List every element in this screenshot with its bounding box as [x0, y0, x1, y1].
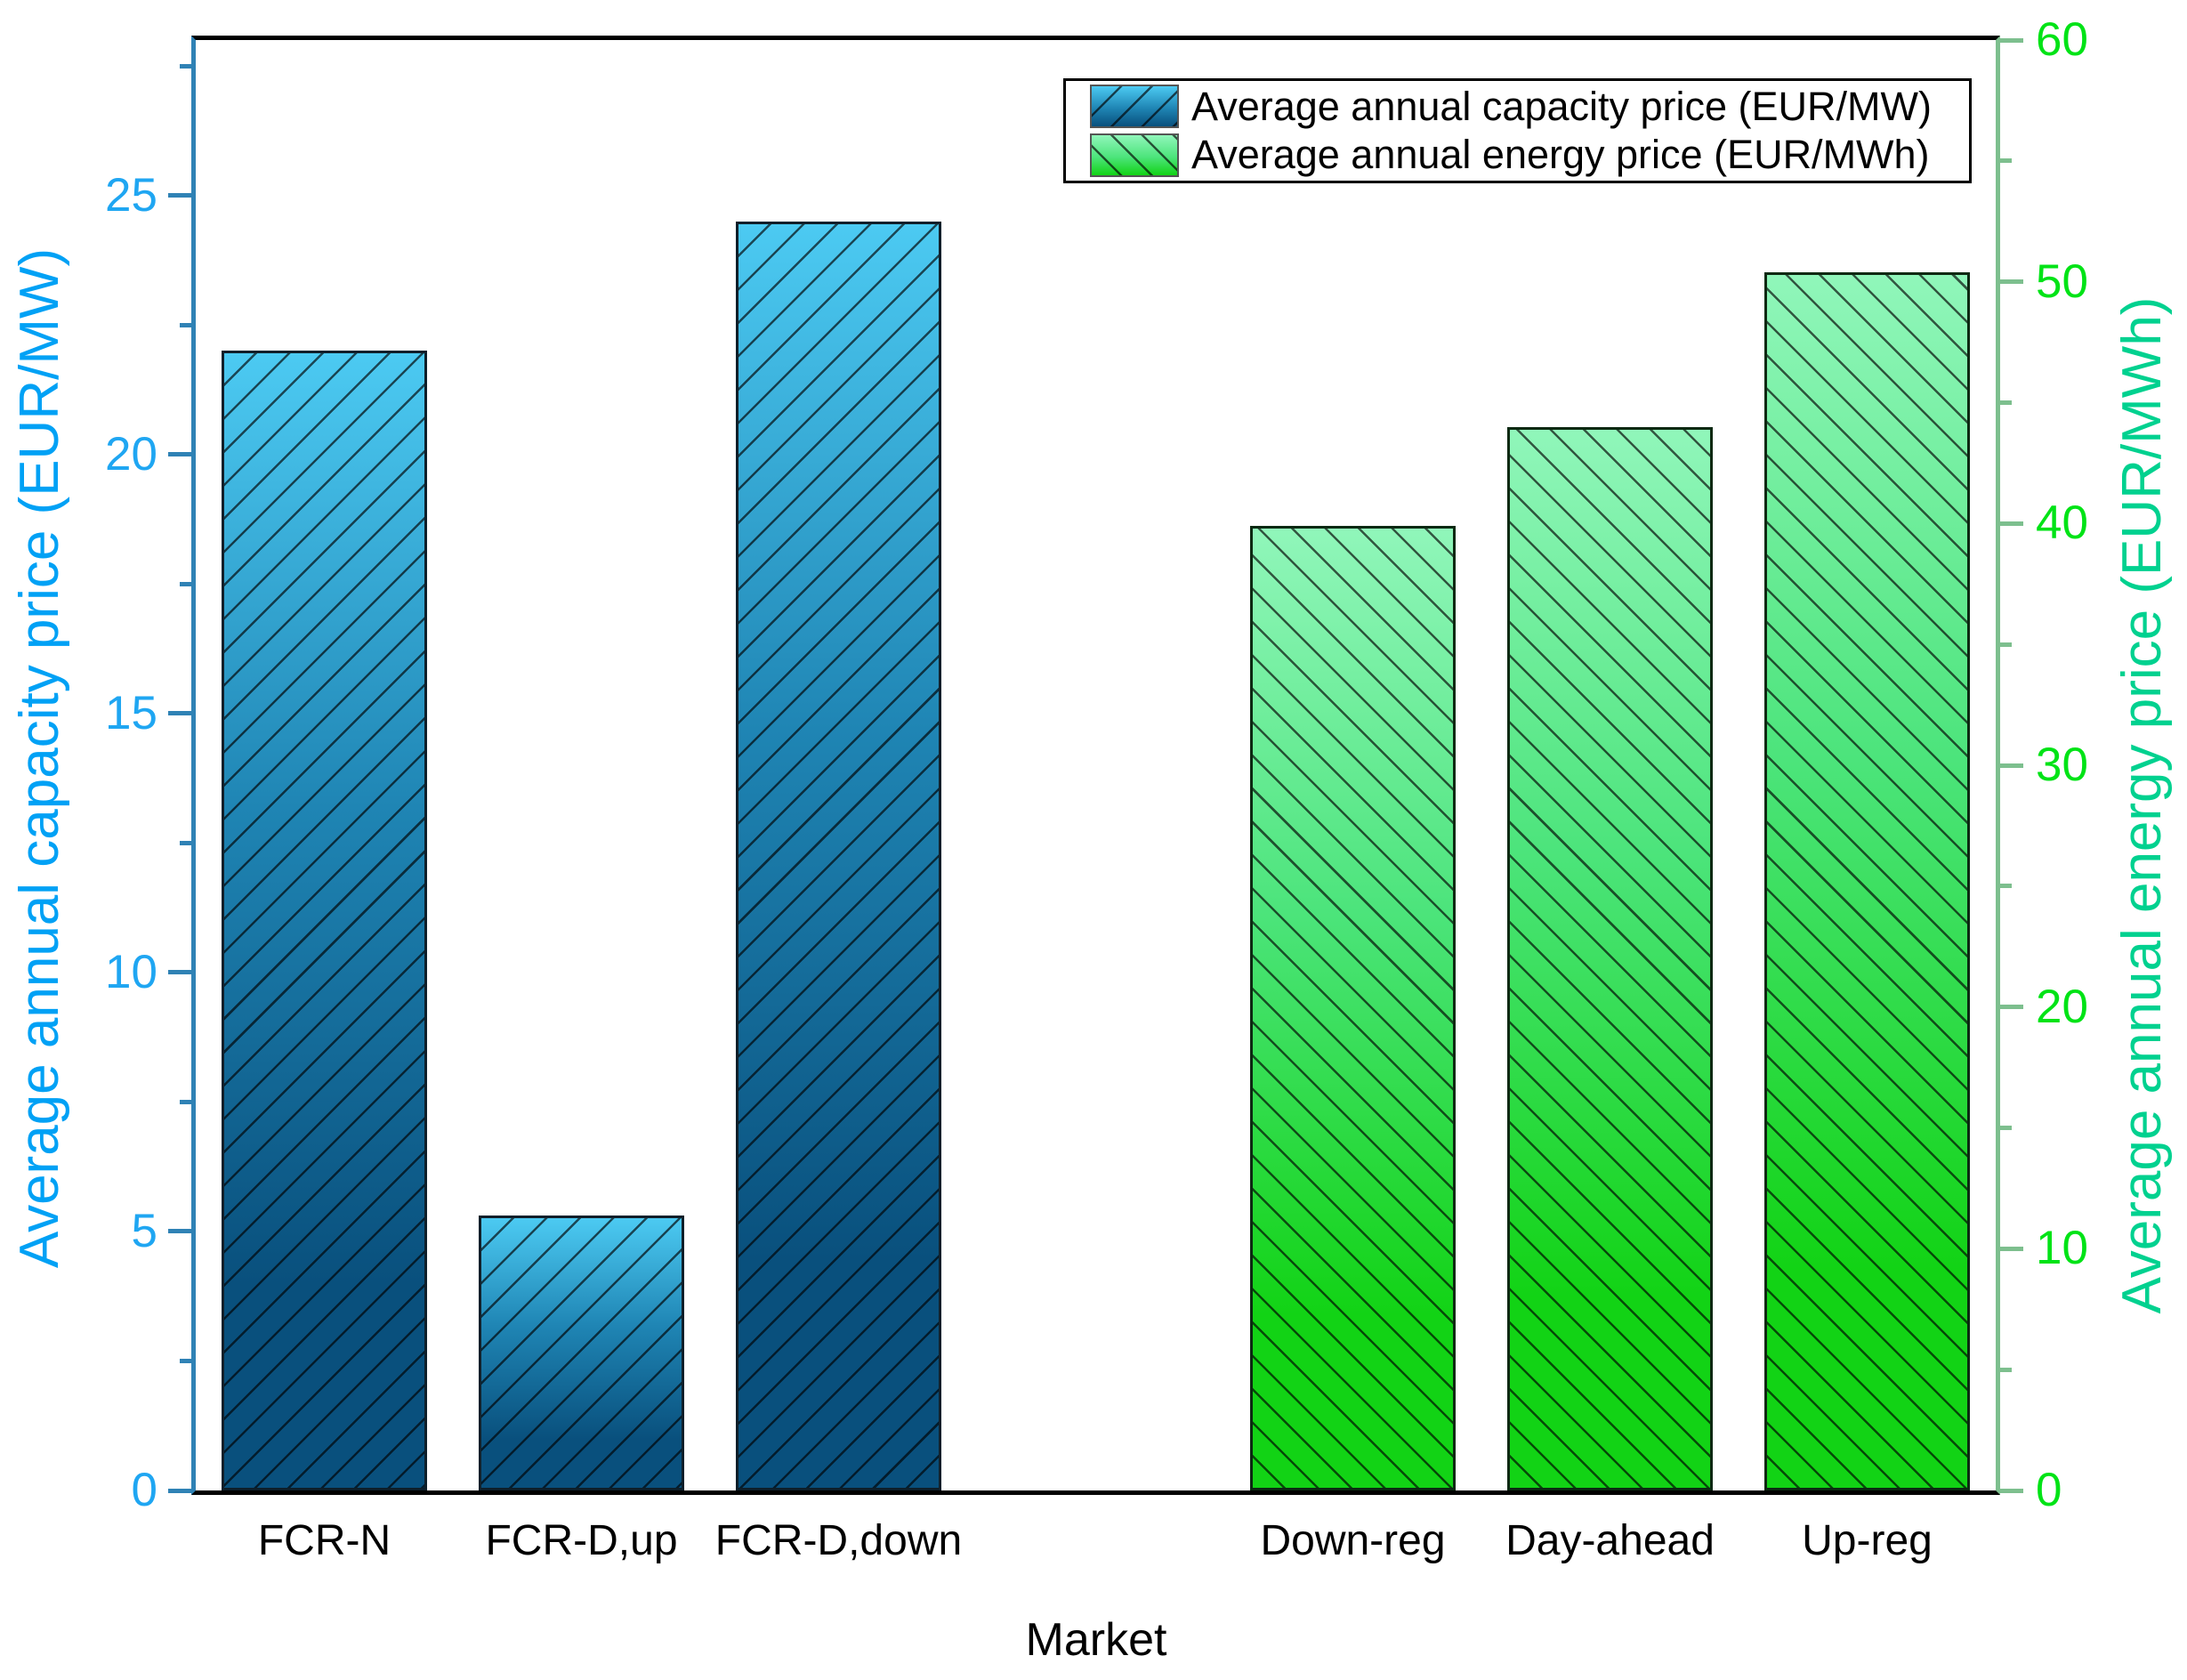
left-major-tick-10: [168, 970, 191, 975]
bar-down-reg: [1250, 526, 1456, 1490]
bar-day-ahead: [1507, 427, 1713, 1490]
legend-entry-energy: Average annual energy price (EUR/MWh): [1090, 132, 1969, 178]
x-tick-label-fcr-n: FCR-N: [257, 1517, 391, 1564]
left-tick-label-0: 0: [131, 1464, 157, 1516]
left-tick-label-15: 15: [105, 686, 157, 739]
left-major-tick-15: [168, 711, 191, 716]
x-axis-title: Market: [1025, 1614, 1167, 1666]
left-minor-tick-12.5: [180, 840, 191, 845]
right-minor-tick-25: [2000, 884, 2012, 889]
right-major-tick-30: [2000, 763, 2023, 768]
right-minor-tick-35: [2000, 642, 2012, 647]
left-major-tick-20: [168, 452, 191, 457]
x-tick-label-down-reg: Down-reg: [1260, 1517, 1446, 1564]
left-minor-tick-17.5: [180, 581, 191, 586]
right-minor-tick-5: [2000, 1367, 2012, 1372]
right-major-tick-20: [2000, 1005, 2023, 1010]
right-tick-label-60: 60: [2036, 13, 2088, 66]
right-major-tick-10: [2000, 1246, 2023, 1251]
left-minor-tick-27.5: [180, 63, 191, 69]
left-major-tick-5: [168, 1229, 191, 1234]
legend-entry-capacity: Average annual capacity price (EUR/MW): [1090, 84, 1969, 130]
left-tick-label-10: 10: [105, 945, 157, 998]
legend-swatch-energy-icon: [1090, 133, 1179, 177]
right-tick-label-40: 40: [2036, 497, 2088, 550]
plot-area: [191, 36, 2000, 1495]
left-minor-tick-7.5: [180, 1099, 191, 1104]
legend-label-capacity: Average annual capacity price (EUR/MW): [1191, 83, 1932, 129]
bar-fcr-d-down: [736, 222, 941, 1490]
right-tick-label-0: 0: [2036, 1464, 2062, 1516]
right-tick-label-10: 10: [2036, 1222, 2088, 1275]
right-tick-label-30: 30: [2036, 739, 2088, 791]
left-tick-label-20: 20: [105, 427, 157, 481]
x-tick-label-fcr-d-down: FCR-D,down: [714, 1517, 963, 1564]
bar-up-reg: [1764, 272, 1970, 1490]
legend-swatch-capacity-icon: [1090, 85, 1179, 129]
right-tick-label-50: 50: [2036, 254, 2088, 308]
right-major-tick-50: [2000, 279, 2023, 285]
left-major-tick-25: [168, 193, 191, 198]
right-minor-tick-15: [2000, 1126, 2012, 1130]
right-minor-tick-45: [2000, 400, 2012, 405]
x-tick-label-fcr-d-up: FCR-D,up: [485, 1517, 678, 1564]
bar-fcr-n: [222, 351, 427, 1490]
right-minor-tick-55: [2000, 158, 2012, 164]
x-tick-label-up-reg: Up-reg: [1802, 1517, 1933, 1564]
left-tick-label-5: 5: [131, 1204, 157, 1257]
legend: Average annual capacity price (EUR/MW) A…: [1063, 78, 1972, 183]
legend-label-energy: Average annual energy price (EUR/MWh): [1191, 132, 1930, 178]
left-axis-title: Average annual capacity price (EUR/MW): [9, 247, 70, 1269]
right-major-tick-40: [2000, 521, 2023, 526]
left-minor-tick-2.5: [180, 1358, 191, 1363]
bar-fcr-d-up: [479, 1216, 684, 1490]
x-tick-label-day-ahead: Day-ahead: [1505, 1517, 1715, 1564]
left-minor-tick-22.5: [180, 322, 191, 327]
right-major-tick-60: [2000, 37, 2023, 43]
left-major-tick-0: [168, 1488, 191, 1493]
right-major-tick-0: [2000, 1488, 2023, 1493]
right-tick-label-20: 20: [2036, 980, 2088, 1033]
left-tick-label-25: 25: [105, 168, 157, 222]
